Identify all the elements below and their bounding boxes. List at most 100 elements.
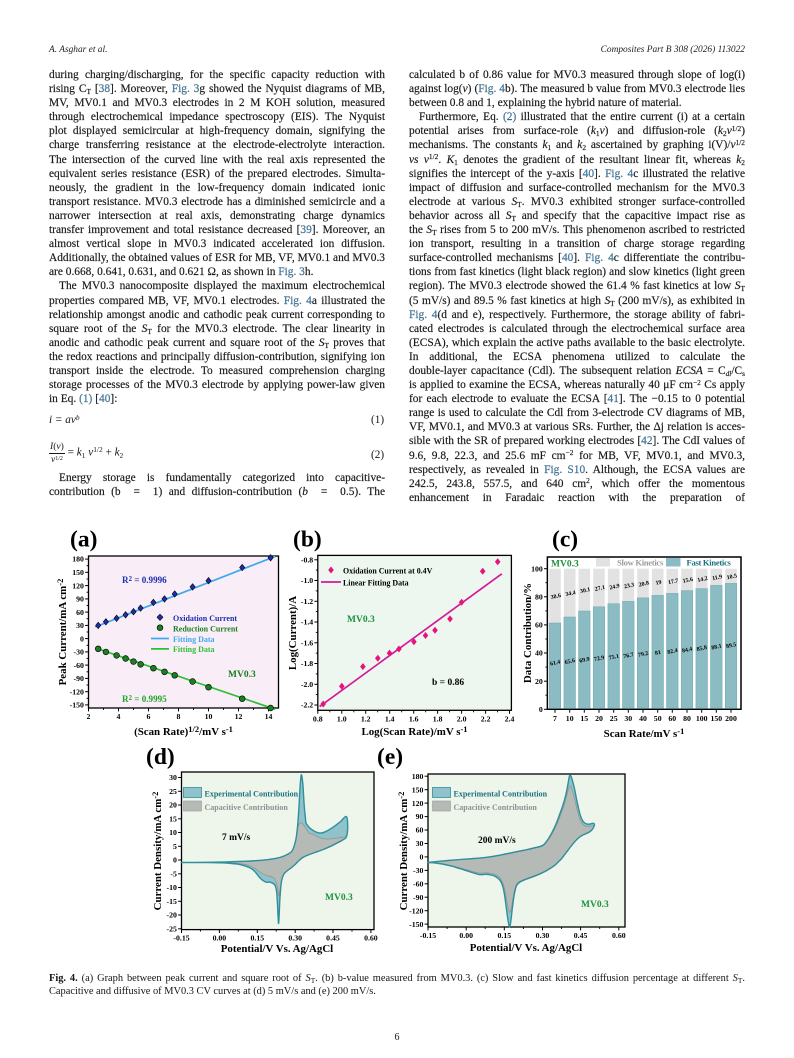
svg-text:Log(Scan Rate)/mV s-1: Log(Scan Rate)/mV s-1 [361, 724, 467, 738]
svg-text:27.1: 27.1 [594, 585, 605, 593]
svg-text:60: 60 [416, 826, 424, 835]
svg-text:15: 15 [580, 714, 588, 723]
svg-text:Potential/V Vs. Ag/AgCl: Potential/V Vs. Ag/AgCl [470, 942, 582, 954]
svg-text:8: 8 [177, 712, 181, 721]
svg-text:Current Density/mA cm-2: Current Density/mA cm-2 [396, 792, 410, 911]
svg-text:89.5: 89.5 [726, 642, 737, 650]
svg-text:2.0: 2.0 [457, 714, 467, 723]
svg-text:60: 60 [76, 608, 84, 617]
svg-text:Data Contribution/%: Data Contribution/% [522, 583, 534, 683]
svg-text:Experimental Contribution: Experimental Contribution [205, 790, 299, 799]
svg-text:MV0.3: MV0.3 [551, 560, 579, 570]
svg-text:150: 150 [710, 714, 722, 723]
svg-text:1.2: 1.2 [361, 714, 371, 723]
svg-text:MV0.3: MV0.3 [325, 893, 353, 903]
svg-text:10: 10 [566, 714, 574, 723]
svg-text:b = 0.86: b = 0.86 [432, 678, 464, 688]
svg-text:80: 80 [683, 714, 691, 723]
svg-text:-10: -10 [166, 883, 176, 892]
svg-text:38.6: 38.6 [550, 593, 561, 601]
svg-text:5: 5 [173, 842, 177, 851]
svg-text:84.4: 84.4 [682, 647, 693, 655]
svg-text:Scan Rate/mV s-1: Scan Rate/mV s-1 [604, 726, 685, 740]
svg-text:-150: -150 [409, 920, 423, 929]
svg-text:0: 0 [539, 705, 543, 714]
svg-text:79.2: 79.2 [638, 651, 649, 659]
svg-text:60: 60 [668, 714, 676, 723]
svg-text:Capacitive Contribution: Capacitive Contribution [454, 803, 538, 812]
svg-text:-1.2: -1.2 [301, 597, 313, 606]
svg-text:MV0.3: MV0.3 [581, 900, 609, 910]
svg-text:90: 90 [416, 812, 424, 821]
svg-text:24.9: 24.9 [609, 583, 620, 591]
svg-text:50: 50 [654, 714, 662, 723]
svg-text:60: 60 [535, 621, 543, 630]
svg-text:-1.4: -1.4 [301, 618, 313, 627]
svg-text:1.6: 1.6 [409, 714, 419, 723]
svg-text:-2.2: -2.2 [301, 701, 313, 710]
svg-text:-30: -30 [413, 866, 423, 875]
svg-text:-60: -60 [413, 879, 423, 888]
svg-text:10: 10 [169, 828, 177, 837]
svg-text:30: 30 [416, 839, 424, 848]
svg-text:-150: -150 [70, 701, 84, 710]
svg-text:20: 20 [535, 677, 543, 686]
svg-text:150: 150 [72, 568, 84, 577]
svg-text:0.45: 0.45 [326, 934, 340, 943]
svg-text:120: 120 [412, 799, 424, 808]
svg-text:10: 10 [205, 712, 213, 721]
svg-text:81: 81 [654, 650, 661, 657]
svg-text:40: 40 [535, 649, 543, 658]
svg-text:Potential/V Vs. Ag/AgCl: Potential/V Vs. Ag/AgCl [221, 943, 333, 955]
svg-text:MV0.3: MV0.3 [347, 615, 375, 625]
svg-text:(d): (d) [146, 744, 175, 770]
svg-text:Linear Fitting Data: Linear Fitting Data [343, 579, 409, 588]
svg-text:30.1: 30.1 [580, 587, 591, 595]
svg-text:-1.6: -1.6 [301, 638, 313, 647]
svg-text:200 mV/s: 200 mV/s [478, 836, 516, 846]
svg-text:200: 200 [725, 714, 737, 723]
svg-text:-120: -120 [70, 687, 84, 696]
svg-text:-0.15: -0.15 [173, 934, 189, 943]
svg-text:120: 120 [72, 581, 84, 590]
svg-text:Capacitive Contribution: Capacitive Contribution [205, 803, 289, 812]
svg-text:0: 0 [419, 853, 423, 862]
svg-text:Oxidation Current: Oxidation Current [173, 614, 237, 623]
svg-text:(c): (c) [552, 527, 578, 553]
svg-text:75.1: 75.1 [608, 654, 619, 662]
svg-text:(Scan Rate)1/2/mV s-1: (Scan Rate)1/2/mV s-1 [134, 724, 233, 738]
svg-text:65.6: 65.6 [564, 658, 575, 666]
svg-text:-0.15: -0.15 [420, 931, 436, 940]
svg-text:14.2: 14.2 [697, 576, 708, 584]
svg-text:69.9: 69.9 [579, 657, 590, 665]
svg-text:Fitting Data: Fitting Data [173, 645, 215, 654]
svg-text:(e): (e) [377, 744, 403, 770]
svg-text:40: 40 [639, 714, 647, 723]
svg-text:7 mV/s: 7 mV/s [222, 833, 251, 843]
svg-text:2.2: 2.2 [481, 714, 491, 723]
svg-text:30: 30 [169, 773, 177, 782]
svg-text:1.0: 1.0 [337, 714, 347, 723]
svg-text:0.00: 0.00 [213, 934, 227, 943]
svg-text:80: 80 [535, 592, 543, 601]
svg-text:0.45: 0.45 [574, 931, 588, 940]
svg-text:100: 100 [531, 564, 543, 573]
svg-text:0.30: 0.30 [536, 931, 550, 940]
svg-text:12: 12 [235, 712, 243, 721]
svg-text:34.4: 34.4 [565, 590, 576, 598]
svg-text:85.8: 85.8 [696, 645, 707, 653]
svg-text:-1.8: -1.8 [301, 659, 313, 668]
svg-text:-60: -60 [73, 661, 83, 670]
svg-text:2.4: 2.4 [505, 714, 515, 723]
svg-text:Fast Kinetics: Fast Kinetics [687, 558, 732, 568]
svg-text:Oxidation Current at 0.4V: Oxidation Current at 0.4V [343, 567, 433, 576]
svg-text:(a): (a) [70, 527, 97, 553]
svg-text:-20: -20 [166, 911, 176, 920]
svg-text:150: 150 [412, 785, 424, 794]
svg-text:0.00: 0.00 [459, 931, 473, 940]
svg-text:1.4: 1.4 [385, 714, 395, 723]
svg-text:0: 0 [173, 856, 177, 865]
svg-text:15: 15 [169, 814, 177, 823]
svg-text:-1.0: -1.0 [301, 576, 313, 585]
svg-text:30: 30 [76, 621, 84, 630]
